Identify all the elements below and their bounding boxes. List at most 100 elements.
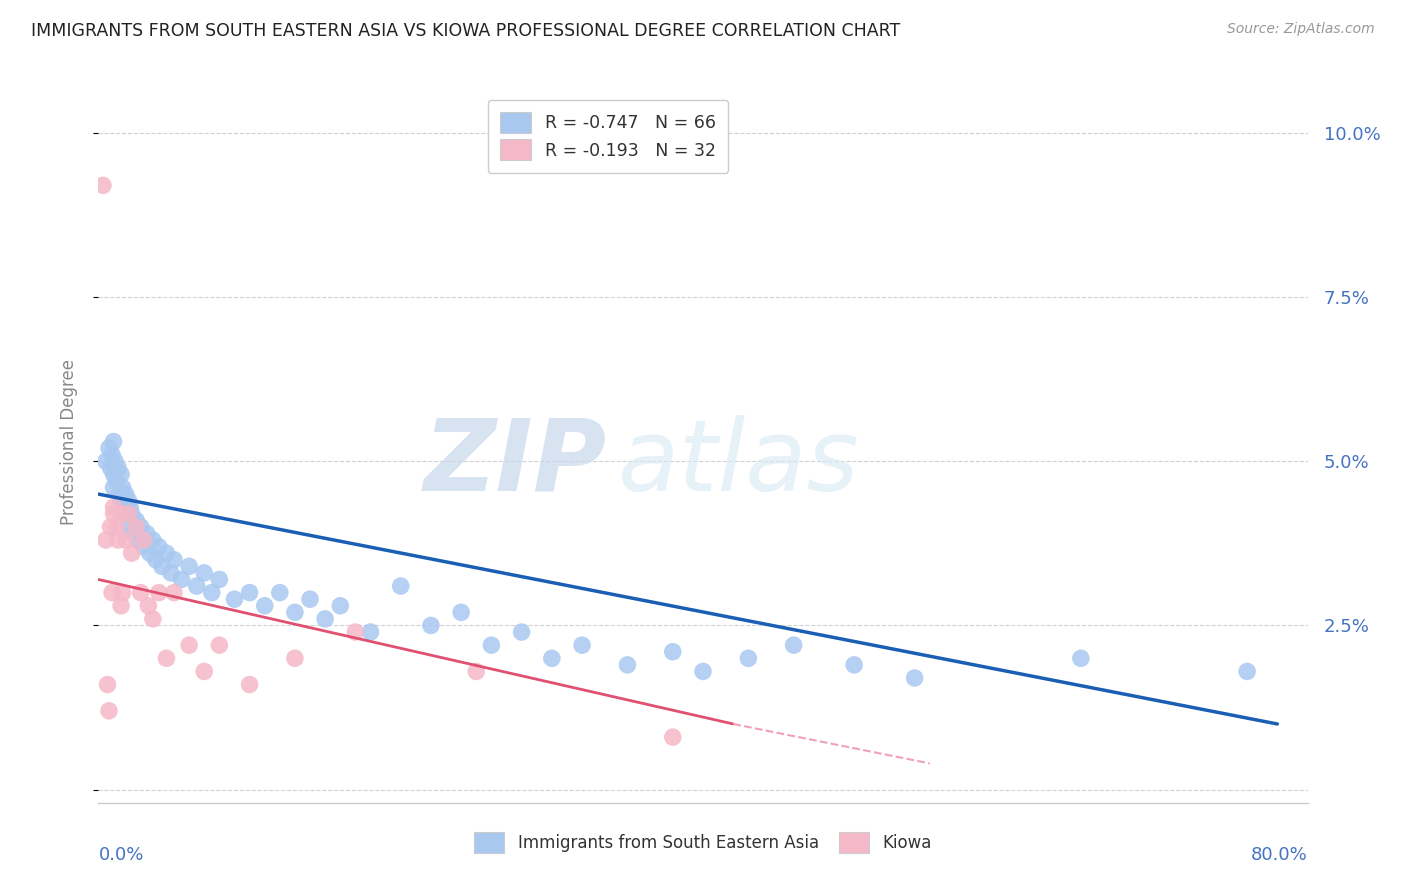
Point [510,625,533,640]
Point [111,585,134,599]
Point [284,651,307,665]
Point [132,540,155,554]
Point [253,599,276,613]
Point [163,553,186,567]
Point [239,585,262,599]
Point [420,618,443,632]
Point [571,638,593,652]
Point [110,467,132,482]
Point [94,533,117,547]
Point [103,434,125,449]
Point [284,605,307,619]
Point [186,579,208,593]
Point [136,599,159,613]
Point [127,533,149,547]
Point [142,612,165,626]
Point [135,526,157,541]
Point [114,533,136,547]
Point [661,730,683,744]
Point [179,559,201,574]
Point [104,454,127,468]
Point [110,599,132,613]
Y-axis label: Professional Degree: Professional Degree [59,359,77,524]
Text: 80.0%: 80.0% [1251,847,1308,864]
Text: IMMIGRANTS FROM SOUTH EASTERN ASIA VS KIOWA PROFESSIONAL DEGREE CORRELATION CHAR: IMMIGRANTS FROM SOUTH EASTERN ASIA VS KI… [31,22,900,40]
Legend: Immigrants from South Eastern Asia, Kiowa: Immigrants from South Eastern Asia, Kiow… [468,826,938,860]
Point [737,651,759,665]
Point [107,533,129,547]
Point [201,585,224,599]
Point [170,573,193,587]
Text: 0.0%: 0.0% [98,847,143,864]
Point [450,605,472,619]
Point [101,585,124,599]
Point [129,520,152,534]
Point [783,638,806,652]
Point [142,533,165,547]
Point [125,520,148,534]
Point [103,507,125,521]
Point [121,507,143,521]
Point [661,645,683,659]
Point [120,500,142,515]
Point [329,599,352,613]
Point [101,448,124,462]
Point [193,566,215,580]
Point [110,507,132,521]
Point [105,520,128,534]
Point [103,500,125,515]
Point [118,507,141,521]
Point [111,481,134,495]
Point [844,657,866,672]
Point [125,513,148,527]
Point [132,533,155,547]
Point [115,507,138,521]
Point [114,487,136,501]
Point [481,638,503,652]
Text: atlas: atlas [619,415,860,512]
Point [129,585,152,599]
Point [179,638,201,652]
Point [112,500,135,515]
Point [465,665,488,679]
Point [208,573,231,587]
Point [103,467,125,482]
Point [160,566,183,580]
Point [91,178,114,193]
Point [148,540,170,554]
Point [239,677,262,691]
Point [150,559,173,574]
Point [163,585,186,599]
Point [94,454,117,468]
Point [98,704,121,718]
Point [389,579,412,593]
Point [224,592,246,607]
Point [360,625,382,640]
Point [108,487,131,501]
Text: ZIP: ZIP [423,415,606,512]
Point [193,665,215,679]
Point [103,481,125,495]
Point [122,526,145,541]
Point [107,460,129,475]
Point [1236,665,1258,679]
Point [96,677,118,691]
Point [904,671,927,685]
Text: Source: ZipAtlas.com: Source: ZipAtlas.com [1227,22,1375,37]
Point [269,585,291,599]
Point [1070,651,1092,665]
Point [155,546,177,560]
Point [299,592,322,607]
Point [139,546,162,560]
Point [344,625,367,640]
Point [118,520,141,534]
Point [148,585,170,599]
Point [208,638,231,652]
Point [98,441,121,455]
Point [118,493,141,508]
Point [121,546,143,560]
Point [155,651,177,665]
Point [314,612,336,626]
Point [540,651,562,665]
Point [110,493,132,508]
